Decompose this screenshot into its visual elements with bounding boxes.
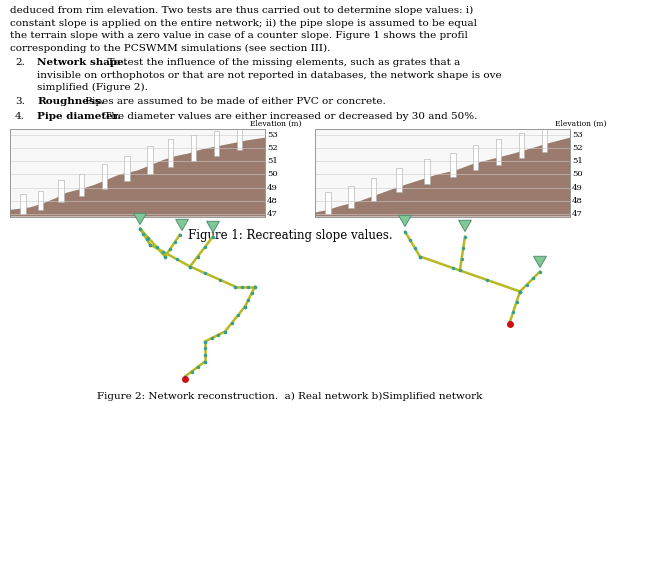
Text: 47: 47	[267, 210, 278, 218]
Text: 51: 51	[267, 157, 278, 165]
Bar	[325, 191, 331, 214]
Bar	[496, 139, 501, 165]
Bar	[315, 128, 570, 217]
Text: 50: 50	[572, 171, 582, 179]
Bar	[38, 191, 44, 210]
Text: deduced from rim elevation. Two tests are thus carried out to determine slope va: deduced from rim elevation. Two tests ar…	[10, 6, 473, 15]
Bar	[315, 128, 570, 217]
Bar	[473, 145, 478, 170]
Bar	[58, 180, 64, 202]
Text: 48: 48	[267, 197, 278, 205]
Text: simplified (Figure 2).: simplified (Figure 2).	[37, 83, 148, 92]
Text: 52: 52	[267, 144, 278, 152]
Text: 47: 47	[572, 210, 583, 218]
Text: Elevation (m): Elevation (m)	[250, 120, 302, 128]
Bar	[101, 164, 107, 188]
Text: 4.: 4.	[15, 112, 25, 121]
Text: Network shape.: Network shape.	[37, 58, 127, 67]
Text: Elevation (m): Elevation (m)	[555, 120, 606, 128]
Bar	[191, 135, 196, 161]
Text: 52: 52	[572, 144, 582, 152]
Bar	[79, 175, 84, 196]
Bar	[371, 177, 376, 201]
Text: corresponding to the PCSWMM simulations (see section III).: corresponding to the PCSWMM simulations …	[10, 43, 330, 53]
Bar	[519, 133, 525, 158]
Bar	[168, 139, 174, 167]
Bar	[396, 168, 402, 192]
Text: To test the influence of the missing elements, such as grates that a: To test the influence of the missing ele…	[101, 58, 460, 67]
Bar	[541, 129, 547, 151]
Text: 53: 53	[267, 131, 278, 139]
Polygon shape	[315, 138, 570, 217]
Text: The diameter values are either increased or decreased by 30 and 50%.: The diameter values are either increased…	[101, 112, 477, 121]
Text: 3.: 3.	[15, 98, 25, 106]
Text: 50: 50	[267, 171, 278, 179]
Polygon shape	[398, 215, 411, 227]
Text: Figure 1: Recreating slope values.: Figure 1: Recreating slope values.	[188, 228, 393, 242]
Polygon shape	[534, 256, 547, 268]
Polygon shape	[176, 219, 188, 231]
Polygon shape	[459, 220, 471, 232]
Polygon shape	[10, 138, 265, 217]
Bar	[10, 128, 265, 217]
Text: constant slope is applied on the entire network; ii) the pipe slope is assumed t: constant slope is applied on the entire …	[10, 18, 477, 28]
Bar	[10, 128, 265, 217]
Text: Pipe diameter.: Pipe diameter.	[37, 112, 121, 121]
Bar	[348, 186, 354, 208]
Bar	[20, 194, 25, 214]
Text: Pipes are assumed to be made of either PVC or concrete.: Pipes are assumed to be made of either P…	[83, 98, 386, 106]
Polygon shape	[134, 213, 146, 224]
Polygon shape	[207, 221, 220, 232]
Text: the terrain slope with a zero value in case of a counter slope. Figure 1 shows t: the terrain slope with a zero value in c…	[10, 31, 468, 40]
Text: 53: 53	[572, 131, 583, 139]
Bar	[237, 129, 242, 150]
Text: 51: 51	[572, 157, 583, 165]
Text: 2.: 2.	[15, 58, 25, 67]
Bar	[148, 146, 153, 174]
Text: Roughness.: Roughness.	[37, 98, 105, 106]
Text: 49: 49	[572, 184, 583, 191]
Text: 49: 49	[267, 184, 278, 191]
Text: invisible on orthophotos or that are not reported in databases, the network shap: invisible on orthophotos or that are not…	[37, 71, 502, 80]
Bar	[450, 153, 456, 177]
Bar	[424, 160, 430, 184]
Text: 48: 48	[572, 197, 583, 205]
Text: Figure 2: Network reconstruction.  a) Real network b)Simplified network: Figure 2: Network reconstruction. a) Rea…	[98, 391, 483, 401]
Bar	[214, 131, 219, 156]
Bar	[125, 155, 130, 181]
